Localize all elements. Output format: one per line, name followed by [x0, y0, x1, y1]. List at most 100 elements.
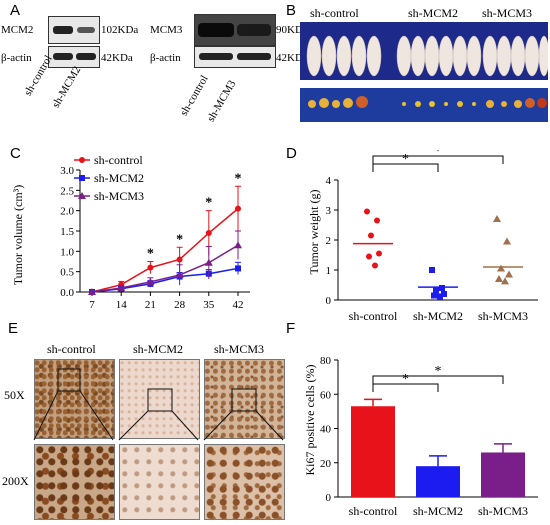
d-point-sh-mcm3 — [493, 215, 501, 222]
f-bar-sh-control — [351, 406, 395, 497]
d-bracket-1 — [372, 163, 439, 172]
tumor-volume-series: * * * * — [88, 171, 242, 295]
ki67-bars — [351, 398, 525, 497]
d-point-sh-mcm2 — [431, 292, 437, 299]
ihc-50x-sh-mcm2 — [119, 359, 200, 439]
f-y-tick-label: 60 — [320, 389, 332, 401]
f-significance-star: * — [435, 364, 442, 379]
d-point-sh-mcm2 — [441, 291, 447, 297]
panel-label-a: A — [10, 2, 21, 19]
f-y-tick-label: 40 — [320, 424, 332, 436]
d-point-sh-control — [372, 262, 378, 269]
d-x-tick-label: sh-MCM2 — [413, 309, 463, 323]
panel-label-c: C — [10, 145, 21, 162]
ihc-200x-sh-control — [34, 444, 115, 520]
tumor-illustration — [308, 96, 547, 108]
tumor-photo — [300, 88, 548, 122]
c-x-tick-label: 14 — [116, 299, 128, 311]
ihc-group-sh-mcm3: sh-MCM3 — [214, 342, 265, 356]
tumor-weight-points — [353, 208, 523, 300]
f-bracket-2 — [372, 375, 504, 384]
d-significance-star: * — [402, 152, 409, 167]
f-significance-star: * — [402, 372, 409, 387]
tumor-volume-legend: sh-control sh-MCM2 sh-MCM3 — [74, 153, 144, 203]
d-point-sh-mcm2 — [429, 267, 435, 273]
d-point-sh-mcm3 — [495, 275, 503, 282]
mice-group-sh-control: sh-control — [310, 6, 359, 20]
ki67-chart: 0 20 40 60 80 sh-control sh-MCM2 sh-MCM3 * * Ki67… — [303, 355, 538, 518]
f-bar-sh-MCM2 — [416, 466, 460, 497]
d-y-tick-label: 3 — [326, 205, 332, 217]
magnification-50x: 50X — [4, 388, 25, 402]
tumor-volume-chart: 0.0 0.5 1.0 1.5 2.0 2.5 3.0 7 14 21 28 35 42 * * * * Tu… — [11, 153, 250, 311]
f-y-tick-label: 0 — [326, 492, 332, 504]
blot-size-mcm3: 90KDa — [276, 24, 308, 36]
c-y-tick-label: 1.0 — [60, 246, 74, 258]
panel-label-d: D — [286, 145, 297, 162]
lane-label-sh-control-right: sh-control — [178, 73, 211, 118]
ihc-50x-sh-control — [34, 359, 115, 439]
c-point-sh-mcm3 — [175, 270, 184, 278]
c-x-tick-label: 28 — [174, 299, 186, 311]
c-y-tick-label: 0.0 — [60, 287, 74, 299]
d-point-sh-mcm2 — [439, 285, 445, 291]
blot-label-actin-right: β-actin — [150, 52, 181, 64]
d-y-tick-label: 4 — [326, 175, 332, 187]
tumor-weight-axes: 0 1 2 3 4 sh-control sh-MCM2 sh-MCM3 * * — [326, 150, 538, 323]
c-significance-star: * — [147, 247, 154, 262]
legend-marker-sh-mcm2 — [79, 175, 85, 181]
f-bracket-1 — [372, 383, 439, 392]
tumor-volume-axes: 0.0 0.5 1.0 1.5 2.0 2.5 3.0 7 14 21 28 35 42 — [60, 165, 250, 311]
ihc-200x-sh-mcm3 — [204, 444, 285, 520]
d-point-sh-mcm3 — [497, 264, 505, 272]
d-x-tick-label: sh-control — [349, 309, 398, 323]
blot-label-actin-left: β-actin — [1, 52, 32, 64]
blot-label-mcm2: MCM2 — [1, 24, 34, 36]
c-point-sh-control — [176, 256, 183, 263]
c-series-line-0 — [91, 208, 239, 293]
c-point-sh-mcm2 — [235, 265, 241, 272]
panel-label-b: B — [286, 2, 297, 19]
d-point-sh-mcm2 — [433, 287, 439, 294]
c-x-tick-label: 21 — [145, 299, 156, 311]
legend-sh-control: sh-control — [94, 153, 143, 167]
blot-size-actin-right: 42KDa — [276, 52, 308, 64]
d-point-sh-control — [368, 232, 374, 239]
d-point-sh-mcm3 — [505, 270, 513, 278]
tumor-weight-chart: 0 1 2 3 4 sh-control sh-MCM2 sh-MCM3 * * Tumor we… — [307, 150, 538, 323]
lane-label-sh-mcm3: sh-MCM3 — [205, 78, 239, 124]
blot-label-mcm3: MCM3 — [150, 24, 183, 36]
blot-band-actin-left — [48, 46, 100, 68]
legend-sh-mcm3: sh-MCM3 — [94, 189, 144, 203]
tumor-volume-ylabel: Tumor volume (cm³) — [11, 185, 25, 285]
f-x-tick-label: sh-control — [349, 504, 398, 518]
lane-label-sh-mcm2: sh-MCM2 — [50, 64, 84, 110]
c-point-sh-mcm3 — [146, 277, 155, 285]
panel-label-f: F — [286, 320, 296, 337]
ihc-group-sh-control: sh-control — [47, 342, 96, 356]
c-point-sh-mcm3 — [117, 283, 126, 291]
panel-label-e: E — [8, 320, 19, 337]
d-y-tick-label: 1 — [326, 265, 332, 277]
c-point-sh-mcm3 — [234, 241, 242, 249]
d-y-tick-label: 2 — [326, 235, 332, 247]
c-significance-star: * — [176, 232, 183, 247]
c-point-sh-mcm3 — [88, 288, 96, 295]
f-y-tick-label: 20 — [320, 458, 332, 470]
c-point-sh-mcm3 — [204, 258, 213, 266]
c-y-tick-label: 2.0 — [60, 206, 74, 218]
c-series-line-2 — [91, 244, 239, 293]
c-point-sh-control — [205, 230, 212, 237]
f-x-tick-label: sh-MCM3 — [478, 504, 528, 518]
magnification-200x: 200X — [2, 474, 29, 488]
d-point-sh-mcm2 — [437, 293, 443, 300]
c-x-tick-label: 35 — [203, 299, 215, 311]
c-x-tick-label: 42 — [233, 299, 244, 311]
f-bar-sh-MCM3 — [481, 452, 525, 497]
mice-group-sh-mcm3: sh-MCM3 — [482, 6, 533, 20]
blot-size-mcm2: 102KDa — [101, 24, 139, 36]
f-y-tick-label: 80 — [320, 355, 332, 367]
mice-illustration — [306, 35, 550, 77]
blot-band-mcm3 — [194, 14, 276, 46]
c-y-tick-label: 1.5 — [60, 226, 74, 238]
